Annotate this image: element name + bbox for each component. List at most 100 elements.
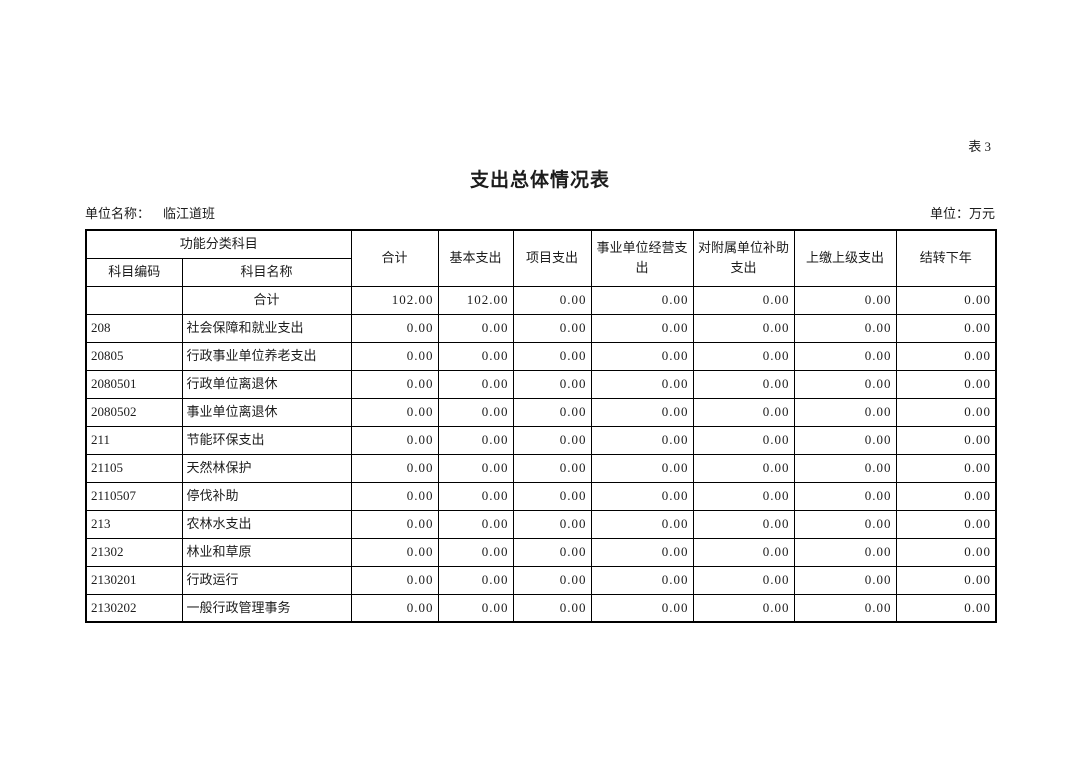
- table-row: 2080502 事业单位离退休 0.00 0.00 0.00 0.00 0.00 0.00 0.…: [85, 397, 997, 427]
- value-cell: 0.00: [895, 481, 997, 511]
- value-cell: 0.00: [350, 453, 439, 483]
- subject-code-cell: 2110507: [85, 481, 183, 511]
- value-cell: 0.00: [895, 537, 997, 567]
- header-project-expenditure: 项目支出: [512, 229, 592, 287]
- subject-code-cell: 21302: [85, 537, 183, 567]
- value-cell: 0.00: [437, 481, 514, 511]
- value-cell: 0.00: [895, 341, 997, 371]
- table-row: 213 农林水支出 0.00 0.00 0.00 0.00 0.00 0.00 0.00: [85, 509, 997, 539]
- value-cell: 0.00: [437, 593, 514, 623]
- value-cell: 0.00: [350, 481, 439, 511]
- unit-name-value: 临江道班: [163, 206, 216, 221]
- value-cell: 0.00: [512, 369, 592, 399]
- value-cell: 0.00: [692, 397, 795, 427]
- value-cell: 0.00: [895, 453, 997, 483]
- value-cell: 0.00: [692, 425, 795, 455]
- value-cell: 0.00: [895, 593, 997, 623]
- value-cell: 0.00: [793, 397, 897, 427]
- value-cell: 0.00: [692, 285, 795, 315]
- value-cell: 0.00: [793, 537, 897, 567]
- header-total: 合计: [350, 229, 439, 287]
- value-cell: 0.00: [590, 397, 694, 427]
- header-functional-category: 功能分类科目: [85, 229, 352, 259]
- unit-name: 单位名称： 临江道班: [85, 205, 215, 222]
- table-row: 合计 102.00 102.00 0.00 0.00 0.00 0.00 0.00: [85, 285, 997, 315]
- value-cell: 0.00: [895, 369, 997, 399]
- table-row: 2080501 行政单位离退休 0.00 0.00 0.00 0.00 0.00 0.00 0.…: [85, 369, 997, 399]
- subject-name-cell: 一般行政管理事务: [181, 593, 352, 623]
- value-cell: 0.00: [437, 565, 514, 595]
- table-row: 21105 天然林保护 0.00 0.00 0.00 0.00 0.00 0.00 0.00: [85, 453, 997, 483]
- header-carryover: 结转下年: [895, 229, 997, 287]
- header-subsidy-expenditure: 对附属单位补助支出: [692, 229, 795, 287]
- subject-code-cell: [85, 285, 183, 315]
- value-cell: 0.00: [692, 369, 795, 399]
- value-cell: 0.00: [692, 537, 795, 567]
- value-cell: 0.00: [437, 425, 514, 455]
- table-row: 21302 林业和草原 0.00 0.00 0.00 0.00 0.00 0.00 0.00: [85, 537, 997, 567]
- value-cell: 0.00: [512, 313, 592, 343]
- subject-name-cell: 林业和草原: [181, 537, 352, 567]
- value-cell: 0.00: [437, 341, 514, 371]
- page-title: 支出总体情况表: [469, 170, 610, 191]
- value-cell: 0.00: [590, 313, 694, 343]
- header-subject-name: 科目名称: [181, 257, 352, 287]
- subject-code-cell: 208: [85, 313, 183, 343]
- header-operating-expenditure: 事业单位经营支出: [590, 229, 694, 287]
- value-cell: 0.00: [895, 509, 997, 539]
- value-cell: 0.00: [350, 565, 439, 595]
- value-cell: 0.00: [590, 565, 694, 595]
- table-row: 20805 行政事业单位养老支出 0.00 0.00 0.00 0.00 0.00 0.00 0…: [85, 341, 997, 371]
- value-cell: 0.00: [512, 425, 592, 455]
- value-cell: 0.00: [590, 593, 694, 623]
- table-body: 合计 102.00 102.00 0.00 0.00 0.00 0.00 0.00 208 社会保…: [85, 285, 997, 623]
- subject-name-cell: 行政运行: [181, 565, 352, 595]
- subject-name-cell: 行政事业单位养老支出: [181, 341, 352, 371]
- value-cell: 0.00: [350, 509, 439, 539]
- value-cell: 0.00: [793, 285, 897, 315]
- value-cell: 0.00: [437, 397, 514, 427]
- value-cell: 0.00: [793, 313, 897, 343]
- value-cell: 0.00: [437, 453, 514, 483]
- subject-code-cell: 2130202: [85, 593, 183, 623]
- value-cell: 0.00: [512, 341, 592, 371]
- value-cell: 0.00: [437, 369, 514, 399]
- value-cell: 0.00: [895, 397, 997, 427]
- value-cell: 0.00: [793, 341, 897, 371]
- subject-name-cell: 节能环保支出: [181, 425, 352, 455]
- value-cell: 0.00: [895, 425, 997, 455]
- subject-name-cell: 社会保障和就业支出: [181, 313, 352, 343]
- subject-code-cell: 2130201: [85, 565, 183, 595]
- header-upper-level-expenditure: 上缴上级支出: [793, 229, 897, 287]
- value-cell: 0.00: [590, 369, 694, 399]
- subject-code-cell: 2080502: [85, 397, 183, 427]
- subject-name-cell: 行政单位离退休: [181, 369, 352, 399]
- subject-code-cell: 20805: [85, 341, 183, 371]
- subject-name-cell: 事业单位离退休: [181, 397, 352, 427]
- value-cell: 0.00: [350, 593, 439, 623]
- value-cell: 0.00: [692, 313, 795, 343]
- value-cell: 0.00: [350, 425, 439, 455]
- currency-unit-label: 单位：万元: [929, 206, 995, 221]
- value-cell: 0.00: [692, 565, 795, 595]
- subject-name-cell: 农林水支出: [181, 509, 352, 539]
- value-cell: 0.00: [590, 509, 694, 539]
- subject-name-cell: 天然林保护: [181, 453, 352, 483]
- value-cell: 0.00: [512, 565, 592, 595]
- value-cell: 0.00: [350, 537, 439, 567]
- value-cell: 0.00: [692, 453, 795, 483]
- value-cell: 0.00: [793, 369, 897, 399]
- value-cell: 0.00: [512, 397, 592, 427]
- value-cell: 0.00: [437, 537, 514, 567]
- table-row: 2130201 行政运行 0.00 0.00 0.00 0.00 0.00 0.00 0.00: [85, 565, 997, 595]
- value-cell: 0.00: [512, 509, 592, 539]
- value-cell: 0.00: [590, 341, 694, 371]
- value-cell: 102.00: [437, 285, 514, 315]
- value-cell: 0.00: [895, 285, 997, 315]
- table-row: 2130202 一般行政管理事务 0.00 0.00 0.00 0.00 0.00 0.00 0…: [85, 593, 997, 623]
- value-cell: 0.00: [793, 481, 897, 511]
- subject-name-cell: 合计: [181, 285, 352, 315]
- value-cell: 0.00: [512, 481, 592, 511]
- report-sheet: 表 3 支出总体情况表 单位名称： 临江道班 单位：万元 功能分类科目 合计 基本…: [85, 0, 998, 623]
